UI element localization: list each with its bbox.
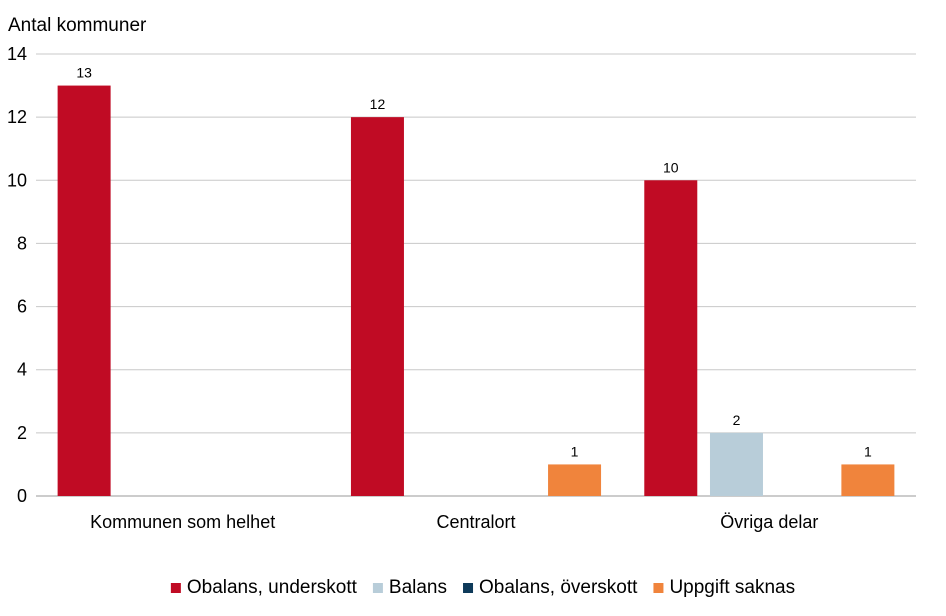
y-tick-label: 6: [17, 297, 27, 317]
gridlines: [36, 53, 916, 497]
bars: [57, 85, 895, 497]
data-label: 12: [370, 96, 386, 112]
legend-swatch: [372, 583, 383, 593]
bar: [57, 85, 111, 497]
data-label: 2: [733, 412, 741, 428]
legend-label: Uppgift saknas: [669, 577, 795, 598]
legend: Obalans, underskott Balans Obalans, översk…: [170, 577, 795, 598]
y-tick-label: 12: [7, 107, 27, 127]
legend-item: Balans: [372, 577, 447, 598]
y-tick-label: 2: [17, 423, 27, 443]
legend-item: Uppgift saknas: [653, 577, 795, 598]
legend-item: Obalans, underskott: [170, 577, 358, 598]
legend-swatch: [170, 583, 181, 593]
legend-swatch: [463, 583, 474, 593]
category-label: Centralort: [436, 512, 515, 532]
y-axis-label: Antal kommuner: [8, 15, 147, 36]
legend-label: Obalans, underskott: [187, 577, 358, 598]
data-labels: 13 12 1 10 2 1: [76, 65, 872, 460]
data-label: 10: [663, 159, 679, 175]
y-axis-ticks: 0 2 4 6 8 10 12 14: [7, 44, 27, 506]
legend-swatch: [653, 583, 664, 593]
legend-item: Obalans, överskott: [463, 577, 638, 598]
bar: [709, 432, 763, 496]
y-tick-label: 10: [7, 170, 27, 190]
category-label: Övriga delar: [720, 512, 818, 532]
bar: [644, 180, 698, 497]
legend-label: Obalans, överskott: [479, 577, 638, 598]
y-tick-label: 14: [7, 44, 27, 64]
bar: [841, 464, 895, 496]
y-tick-label: 4: [17, 360, 27, 380]
category-label: Kommunen som helhet: [90, 512, 275, 532]
x-axis-categories: Kommunen som helhet Centralort Övriga dela…: [90, 512, 818, 532]
data-label: 13: [76, 65, 92, 81]
y-tick-label: 0: [17, 486, 27, 506]
bar: [548, 464, 602, 496]
data-label: 1: [571, 443, 579, 459]
bar: [350, 117, 404, 497]
data-label: 1: [864, 443, 872, 459]
legend-label: Balans: [389, 577, 447, 598]
y-tick-label: 8: [17, 233, 27, 253]
